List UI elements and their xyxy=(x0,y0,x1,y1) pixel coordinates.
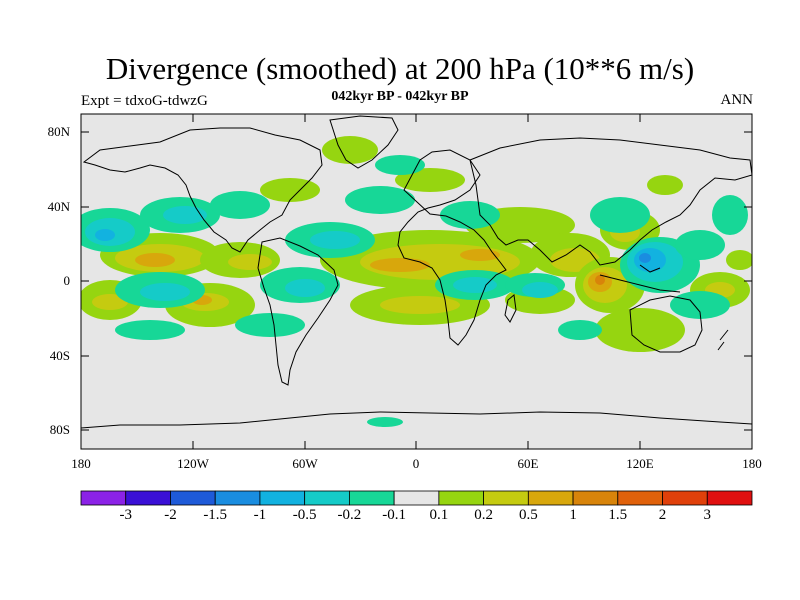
map-title: Divergence (smoothed) at 200 hPa (10**6 … xyxy=(105,51,695,86)
lat-ticks xyxy=(81,131,752,431)
season-label: ANN xyxy=(720,92,754,108)
colorbar-label: -1.5 xyxy=(203,507,228,523)
lat-label-80n: 80N xyxy=(47,124,70,139)
lon-label-180e: 180 xyxy=(742,456,762,471)
colorbar-swatch xyxy=(483,490,529,506)
colorbar-label: 2 xyxy=(658,507,667,523)
colorbar-label: -1 xyxy=(253,507,267,523)
colorbar-swatch xyxy=(572,490,619,506)
coastlines xyxy=(81,115,752,429)
colorbar-swatch xyxy=(125,490,171,506)
negative-anomalies xyxy=(81,155,748,427)
lon-label-120w: 120W xyxy=(177,456,209,471)
colorbar-swatch xyxy=(214,490,261,506)
lat-label-40n: 40N xyxy=(47,199,70,214)
colorbar-label: 0.2 xyxy=(474,507,493,523)
lon-ticks xyxy=(192,114,641,449)
colorbar-swatch xyxy=(259,490,306,506)
colorbar-label: -0.2 xyxy=(337,507,362,523)
colorbar-swatch xyxy=(170,490,216,506)
colorbar-swatch xyxy=(80,490,127,506)
divergence-field xyxy=(81,115,752,429)
positive-anomalies xyxy=(81,136,752,352)
colorbar xyxy=(80,490,753,506)
lon-label-0: 0 xyxy=(412,456,420,471)
colorbar-label: -3 xyxy=(119,507,132,523)
colorbar-label: 3 xyxy=(703,507,712,523)
colorbar-swatch xyxy=(706,490,753,506)
colorbar-label: -2 xyxy=(164,507,177,523)
colorbar-label: 0.1 xyxy=(429,507,449,523)
experiment-label: Expt = tdxoG-tdwzG xyxy=(81,93,208,109)
colorbar-label: 1.5 xyxy=(608,507,628,523)
colorbar-label: -0.1 xyxy=(382,507,406,523)
lat-label-0: 0 xyxy=(63,273,71,288)
lon-label-180w: 180 xyxy=(71,456,91,471)
colorbar-swatch xyxy=(617,490,663,506)
map-subtitle: 042kyr BP - 042kyr BP xyxy=(331,89,469,104)
lon-label-60w: 60W xyxy=(292,456,318,471)
colorbar-label: 0.5 xyxy=(518,507,538,523)
lat-label-40s: 40S xyxy=(49,348,70,363)
colorbar-swatch xyxy=(527,490,574,506)
lon-label-120e: 120E xyxy=(626,456,654,471)
colorbar-label: 1 xyxy=(569,507,577,523)
colorbar-swatch xyxy=(304,490,350,506)
colorbar-swatch xyxy=(393,490,440,506)
colorbar-swatch xyxy=(662,490,708,506)
lat-label-80s: 80S xyxy=(49,422,70,437)
lon-label-60e: 60E xyxy=(517,456,539,471)
colorbar-swatch xyxy=(438,490,485,506)
colorbar-swatch xyxy=(348,490,395,506)
colorbar-label: -0.5 xyxy=(292,507,317,523)
